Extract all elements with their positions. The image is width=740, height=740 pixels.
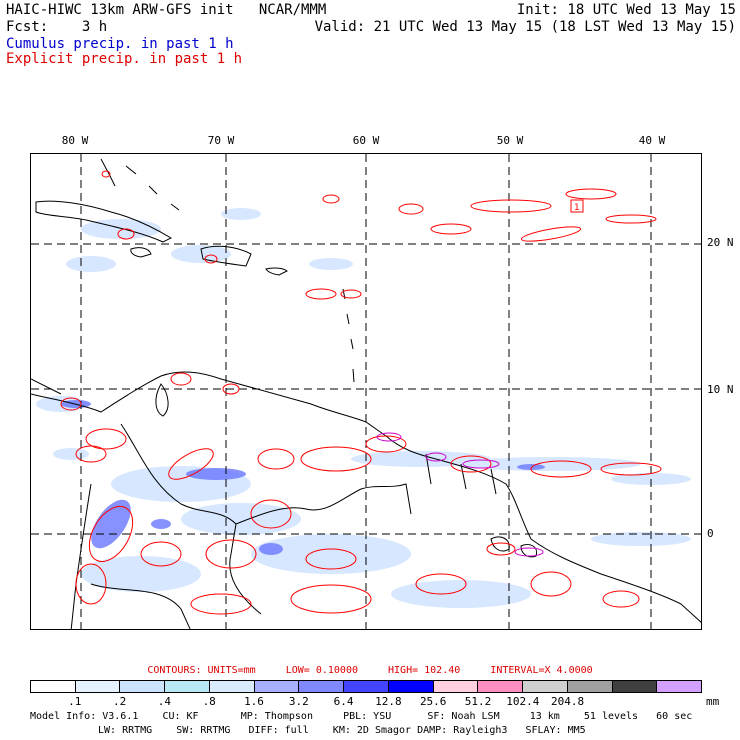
color-swatch — [31, 681, 76, 692]
color-scale-tick: 51.2 — [464, 695, 492, 708]
color-swatch — [299, 681, 345, 692]
forecast-hour: Fcst: 3 h — [6, 19, 108, 35]
color-scale-tick: 12.8 — [375, 695, 402, 708]
color-scale-tick: 3.2 — [288, 695, 309, 708]
valid-time: Valid: 21 UTC Wed 13 May 15 (18 LST Wed … — [314, 19, 736, 35]
model-info-line1: Model Info: V3.6.1 CU: KF MP: Thompson P… — [30, 711, 693, 722]
color-swatch — [612, 681, 658, 692]
color-scale-tick: 204.8 — [551, 695, 585, 708]
lat-label-20n: 20 N — [707, 236, 734, 249]
map-canvas: 1 — [31, 154, 701, 629]
cumulus-legend: Cumulus precip. in past 1 h — [6, 36, 234, 52]
color-swatch — [254, 681, 300, 692]
contour-high: HIGH= 102.40 — [388, 665, 461, 676]
lat-label-10n: 10 N — [707, 383, 734, 396]
station-marker: 1 — [570, 199, 584, 213]
contour-low: LOW= 0.10000 — [285, 665, 358, 676]
station-label: 1 — [574, 203, 580, 213]
color-swatch — [567, 681, 613, 692]
color-scale-tick: 6.4 — [333, 695, 354, 708]
color-swatch — [478, 681, 524, 692]
color-swatch — [120, 681, 166, 692]
cumulus-precip-areas — [36, 208, 691, 608]
color-scale-tick: .2 — [112, 695, 127, 708]
contour-units: CONTOURS: UNITS=mm — [147, 665, 256, 676]
color-swatch — [657, 681, 702, 692]
explicit-precip-contours — [60, 170, 662, 615]
color-swatch — [75, 681, 121, 692]
color-scale-tick: .4 — [157, 695, 172, 708]
latlon-grid — [31, 154, 701, 629]
color-scale-unit: mm — [706, 695, 720, 708]
color-swatch — [165, 681, 210, 692]
color-swatch — [209, 681, 255, 692]
city-markers — [376, 432, 544, 557]
color-scale — [30, 680, 702, 693]
lon-label-70w: 70 W — [207, 134, 235, 147]
lat-label-equator: 0 — [707, 527, 714, 540]
color-swatch — [433, 681, 479, 692]
color-swatch — [344, 681, 389, 692]
model-title: HAIC-HIWC 13km ARW-GFS init NCAR/MMM — [6, 2, 327, 18]
model-info-line2: LW: RRTMG SW: RRTMG DIFF: full KM: 2D Sm… — [98, 725, 586, 736]
lon-label-80w: 80 W — [61, 134, 89, 147]
lon-label-50w: 50 W — [496, 134, 524, 147]
init-time: Init: 18 UTC Wed 13 May 15 — [516, 2, 736, 18]
contour-interval: INTERVAL=X 4.0000 — [490, 665, 593, 676]
color-scale-tick: 1.6 — [244, 695, 264, 708]
color-scale-tick: .8 — [202, 695, 216, 708]
color-scale-tick: 102.4 — [506, 695, 540, 708]
color-swatch — [523, 681, 568, 692]
color-swatch — [388, 681, 434, 692]
heavy-cumulus-cells — [61, 400, 545, 555]
lon-label-40w: 40 W — [638, 134, 666, 147]
color-scale-tick: .1 — [68, 695, 82, 708]
lon-label-60w: 60 W — [352, 134, 380, 147]
precip-map[interactable]: 1 — [30, 153, 702, 630]
color-scale-tick: 25.6 — [419, 695, 447, 708]
contour-info: CONTOURS: UNITS=mm LOW= 0.10000 HIGH= 10… — [0, 665, 740, 676]
explicit-legend: Explicit precip. in past 1 h — [6, 51, 243, 67]
